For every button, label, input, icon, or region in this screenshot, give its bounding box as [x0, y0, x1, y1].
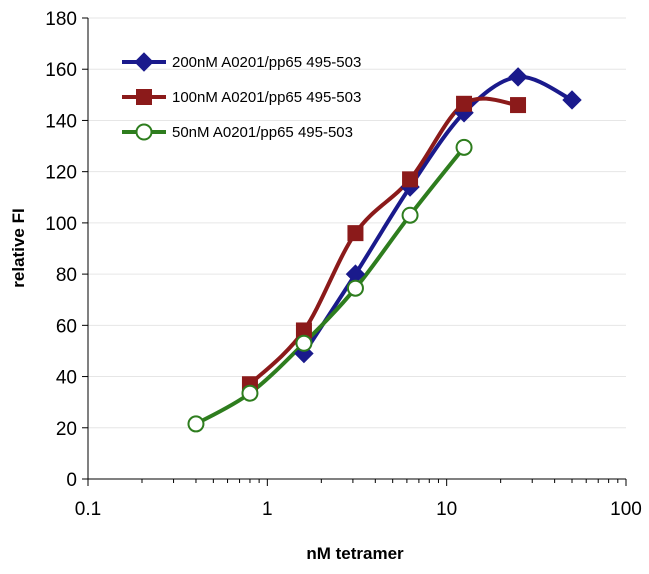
legend-label: 50nM A0201/pp65 495-503 — [172, 124, 353, 141]
data-point-50nm-a0201-pp65-495-503 — [187, 415, 205, 433]
legend: 200nM A0201/pp65 495-503 100nM A0201/pp65… — [122, 52, 361, 141]
y-tick-label: 160 — [45, 60, 77, 81]
series-line-100nm-a0201-pp65-495-503 — [247, 96, 521, 387]
y-tick-label: 100 — [45, 214, 77, 235]
y-tick-label: 0 — [66, 470, 77, 491]
data-point-50nm-a0201-pp65-495-503 — [346, 279, 364, 297]
legend-label: 200nM A0201/pp65 495-503 — [172, 54, 361, 71]
axes: 0 20 40 60 80 100 120 140 160 180 0.1 1 10 100 — [45, 9, 642, 520]
x-tick-label: 0.1 — [75, 499, 101, 520]
data-point-100nm-a0201-pp65-495-503 — [402, 171, 419, 188]
x-axis-title: nM tetramer — [306, 544, 404, 563]
y-tick-label: 140 — [45, 111, 77, 132]
y-axis-title: relative FI — [9, 208, 28, 287]
legend-marker — [134, 52, 154, 72]
data-point-200nm-a0201-pp65-495-503 — [508, 67, 528, 87]
data-point-100nm-a0201-pp65-495-503 — [295, 322, 312, 339]
data-point-100nm-a0201-pp65-495-503 — [347, 225, 364, 242]
data-point-100nm-a0201-pp65-495-503 — [510, 97, 527, 114]
data-point-50nm-a0201-pp65-495-503 — [455, 138, 473, 156]
data-point-50nm-a0201-pp65-495-503 — [401, 206, 419, 224]
data-point-200nm-a0201-pp65-495-503 — [562, 90, 582, 110]
legend-marker — [136, 89, 152, 105]
y-tick-label: 80 — [56, 265, 77, 286]
data-point-50nm-a0201-pp65-495-503 — [295, 334, 313, 352]
y-tick-label: 60 — [56, 316, 77, 337]
data-point-100nm-a0201-pp65-495-503 — [456, 95, 473, 112]
y-tick-label: 20 — [56, 419, 77, 440]
series-line-200nm-a0201-pp65-495-503 — [301, 74, 575, 356]
y-tick-label: 120 — [45, 163, 77, 184]
x-tick-label: 1 — [262, 499, 273, 520]
y-tick-label: 40 — [56, 368, 77, 389]
y-tick-label: 180 — [45, 9, 77, 30]
legend-marker — [135, 123, 153, 141]
x-tick-label: 10 — [436, 499, 457, 520]
series-markers — [187, 67, 582, 433]
x-tick-label: 100 — [610, 499, 642, 520]
legend-label: 100nM A0201/pp65 495-503 — [172, 89, 361, 106]
gridlines — [88, 17, 626, 429]
data-point-50nm-a0201-pp65-495-503 — [241, 384, 259, 402]
